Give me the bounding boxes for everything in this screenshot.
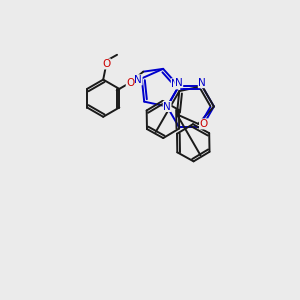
Text: N: N bbox=[163, 101, 171, 112]
Text: O: O bbox=[126, 77, 134, 88]
Text: N: N bbox=[134, 75, 142, 85]
Text: O: O bbox=[200, 119, 208, 129]
Text: N: N bbox=[198, 78, 206, 88]
Text: O: O bbox=[102, 59, 110, 69]
Text: N: N bbox=[171, 79, 179, 89]
Text: N: N bbox=[175, 78, 183, 88]
